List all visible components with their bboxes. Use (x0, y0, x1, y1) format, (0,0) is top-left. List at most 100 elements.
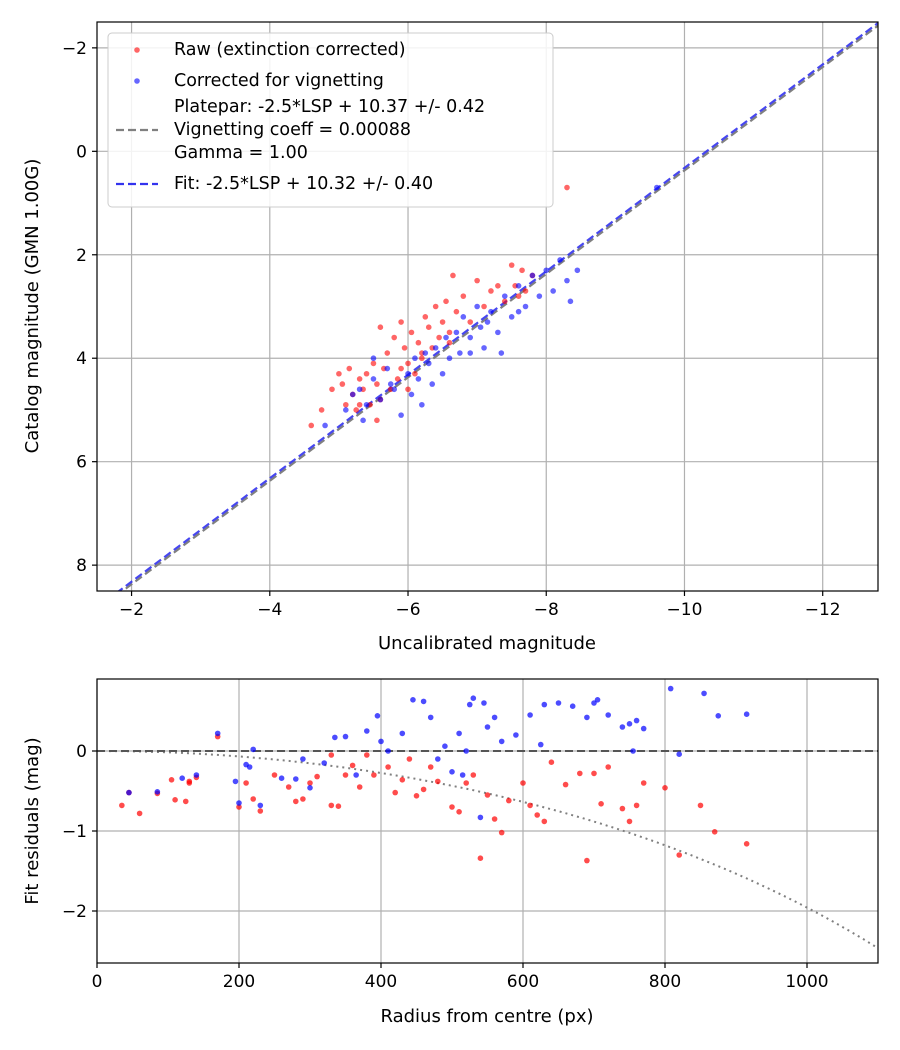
top-point (567, 298, 574, 305)
bottom-point (449, 769, 455, 775)
bottom-series-raw (119, 733, 750, 864)
top-point (419, 401, 425, 408)
bottom-point (527, 712, 533, 718)
top-y-tick-label: 6 (76, 453, 87, 473)
top-point (415, 376, 422, 382)
bottom-reference-lines (97, 750, 878, 950)
bottom-x-axis-label: Radius from centre (px) (380, 1006, 593, 1027)
top-point (460, 314, 467, 320)
bottom-point (626, 721, 633, 727)
bottom-point (257, 808, 264, 814)
top-point (488, 288, 494, 294)
top-chart: −2 −4 −6 −8 −10 −12 −2 0 2 4 6 8 Uncalibrated magni… (22, 21, 879, 654)
bottom-x-tick-label: 800 (649, 972, 681, 992)
bottom-point (349, 762, 356, 769)
top-point (363, 370, 370, 377)
top-x-axis-label: Uncalibrated magnitude (378, 633, 596, 654)
top-point (501, 293, 508, 299)
bottom-point (466, 701, 473, 708)
top-y-tick-label: 4 (76, 349, 87, 369)
top-point (467, 350, 474, 356)
top-x-tick-label: −8 (534, 600, 559, 620)
bottom-point (257, 802, 264, 809)
top-point (394, 376, 401, 382)
legend-label: Vignetting coeff = 0.00088 (174, 120, 411, 140)
legend-marker (134, 47, 140, 53)
bottom-point (285, 784, 292, 790)
bottom-point (548, 759, 555, 765)
bottom-point (214, 730, 221, 737)
bottom-point (463, 748, 470, 754)
bottom-point (562, 781, 569, 788)
bottom-point (676, 852, 682, 858)
bottom-point (271, 772, 278, 778)
top-point (446, 339, 453, 346)
bottom-point (640, 725, 647, 732)
top-point (401, 345, 408, 351)
top-point (484, 319, 491, 325)
top-point (443, 334, 449, 341)
bottom-point (591, 700, 597, 706)
top-point (436, 334, 442, 341)
top-point (529, 272, 536, 279)
bottom-point (126, 789, 132, 796)
bottom-point (328, 802, 335, 809)
bottom-y-tick-label: −1 (62, 822, 87, 842)
top-point (353, 407, 359, 413)
bottom-point (534, 812, 540, 818)
legend-marker (134, 78, 140, 84)
top-point (432, 345, 439, 351)
bottom-point (427, 714, 434, 721)
bottom-point (236, 804, 242, 810)
top-point (425, 360, 432, 367)
platepar-line (120, 24, 878, 591)
bottom-point (168, 777, 175, 783)
top-point (391, 386, 397, 393)
top-point (498, 350, 505, 356)
bottom-point (250, 796, 256, 802)
top-point (495, 283, 501, 289)
bottom-point (342, 733, 349, 740)
bottom-point (136, 810, 143, 817)
bottom-point (459, 772, 466, 778)
top-x-tick-label: −4 (257, 600, 282, 620)
bottom-point (314, 773, 320, 780)
bottom-point (711, 829, 718, 835)
bottom-y-tick-label: −2 (62, 902, 87, 922)
bottom-point (640, 780, 647, 786)
bottom-point (427, 764, 434, 770)
bottom-point (633, 717, 640, 724)
top-point (408, 329, 415, 336)
bottom-point (232, 778, 239, 785)
bottom-point (662, 785, 668, 791)
top-point (374, 381, 380, 387)
top-point (467, 334, 474, 341)
bottom-point (477, 814, 484, 821)
bottom-point (541, 818, 548, 825)
top-point (439, 370, 446, 377)
bottom-point (392, 789, 399, 796)
bottom-x-tick-label: 0 (92, 972, 103, 992)
top-point (425, 324, 432, 330)
bottom-point (435, 778, 441, 785)
bottom-point (470, 772, 477, 778)
bottom-point (491, 714, 498, 721)
bottom-point (537, 741, 544, 748)
bottom-point (300, 796, 306, 802)
top-point (495, 329, 501, 336)
bottom-point (374, 713, 381, 719)
top-point (398, 319, 404, 325)
bottom-point (630, 748, 636, 754)
bottom-point (236, 800, 242, 806)
top-point (343, 401, 349, 408)
legend-entry: Raw (extinction corrected) (134, 40, 406, 60)
bottom-point (743, 711, 750, 717)
top-point (412, 355, 418, 362)
bottom-point (406, 756, 413, 762)
top-point (360, 417, 366, 424)
legend-entry: Platepar: -2.5*LSP + 10.37 +/- 0.42 Vigne… (116, 97, 485, 163)
top-point (343, 407, 349, 413)
top-point (391, 334, 397, 341)
bottom-point (676, 751, 682, 757)
